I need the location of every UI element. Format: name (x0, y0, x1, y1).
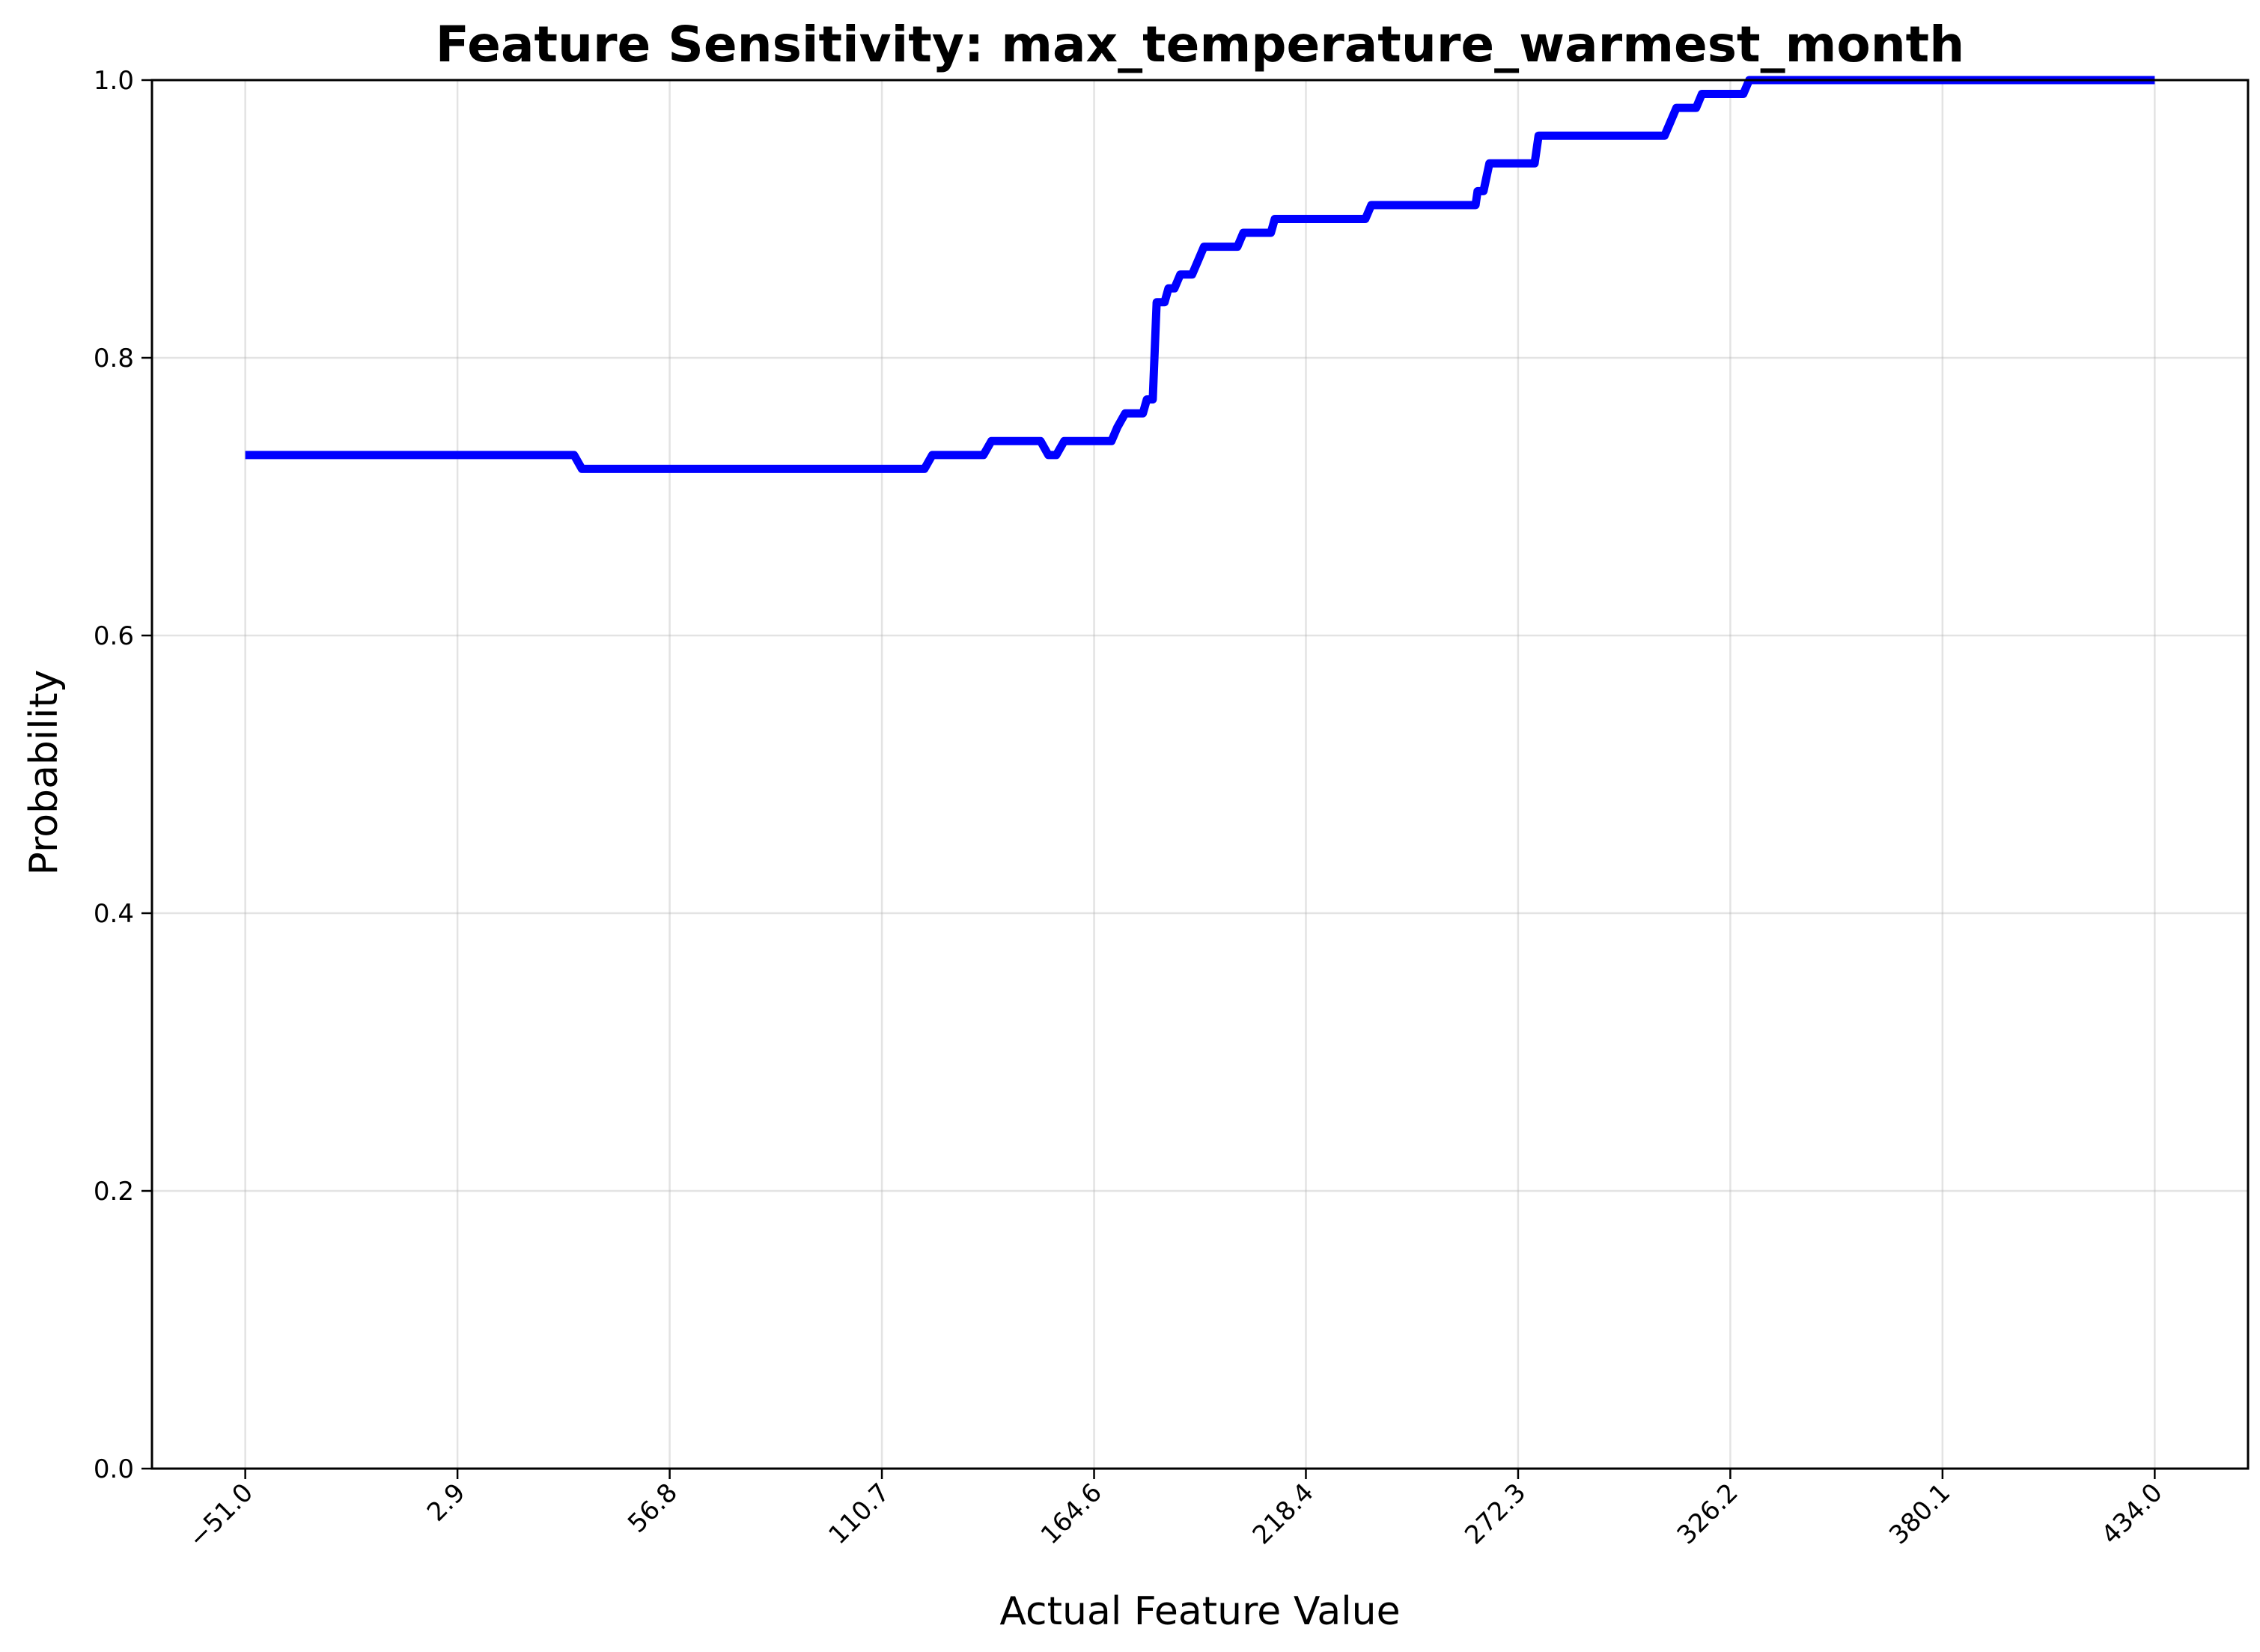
y-tick-label: 0.8 (94, 344, 134, 374)
y-tick-label: 1.0 (94, 66, 134, 96)
chart-title: Feature Sensitivity: max_temperature_war… (436, 16, 1964, 73)
y-axis-label: Probability (22, 670, 67, 876)
x-axis-label: Actual Feature Value (999, 1589, 1400, 1634)
y-tick-label: 0.2 (94, 1177, 134, 1207)
series-line (245, 76, 2155, 473)
series-layer (245, 76, 2155, 473)
y-tick-label: 0.6 (94, 621, 134, 651)
y-tick-label: 0.4 (94, 899, 134, 929)
y-tick-label: 0.0 (94, 1454, 134, 1484)
plot-frame (150, 79, 2250, 1470)
